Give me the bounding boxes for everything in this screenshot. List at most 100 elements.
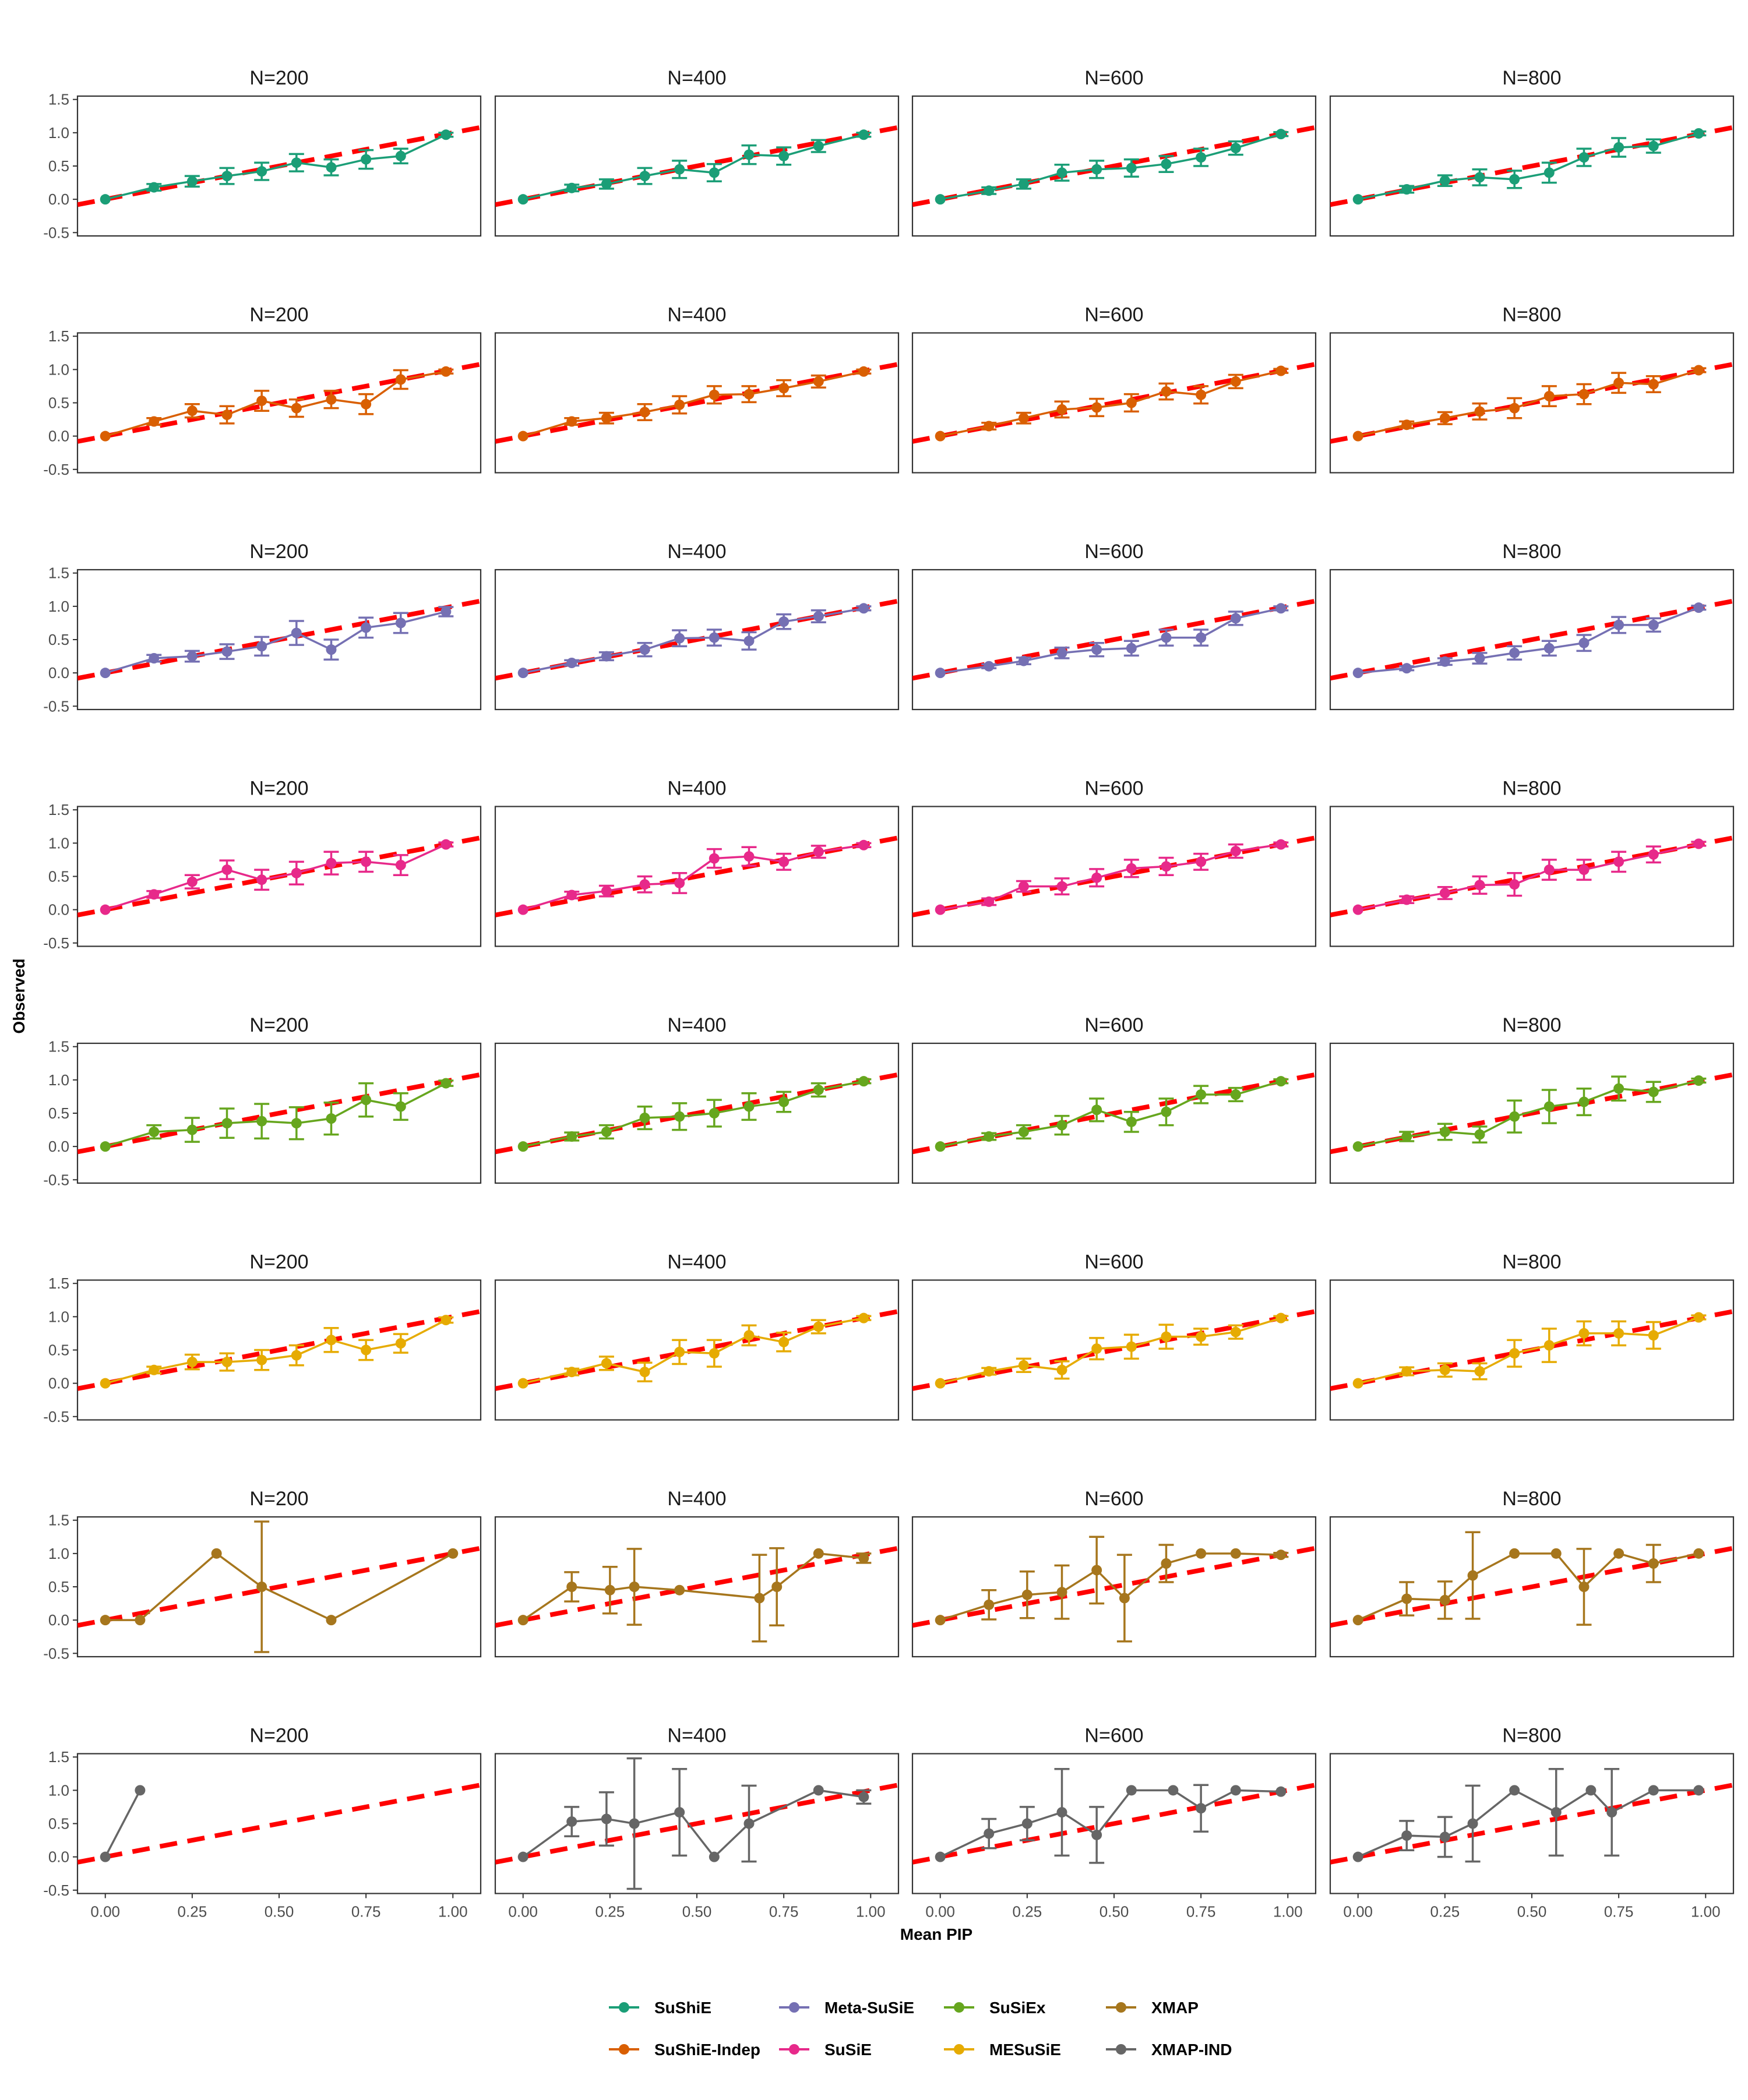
data-point (395, 374, 406, 385)
data-point (1196, 632, 1207, 643)
panel-meta-susie-2: N=600 (911, 541, 1317, 711)
panel-sushie-0: N=200 -0.5 0.0 0.5 1.0 1.5 (43, 67, 482, 241)
panel-title: N=800 (1502, 1014, 1561, 1036)
data-point (984, 661, 995, 672)
data-point (1196, 1089, 1207, 1100)
data-point (1401, 184, 1412, 195)
panel-title: N=200 (249, 1014, 308, 1036)
x-tick-label: 1.00 (1691, 1903, 1721, 1921)
data-point (984, 185, 995, 196)
series-line (940, 133, 1281, 200)
x-tick-label: 0.25 (1013, 1903, 1042, 1921)
data-point (1196, 1548, 1207, 1559)
legend-key-point (1116, 2044, 1126, 2055)
data-point (361, 1344, 372, 1356)
legend-key-point (1116, 2002, 1126, 2013)
data-point (1126, 1341, 1137, 1352)
legend-label: SuShiE (654, 1999, 711, 2017)
legend-key-point (954, 2002, 964, 2013)
panel-plot-area (1330, 1768, 1733, 1865)
data-point (778, 1096, 790, 1107)
panel-plot-area (1330, 1531, 1733, 1628)
panel-plot-area (495, 1072, 898, 1155)
y-tick-label: -0.5 (43, 1882, 69, 1899)
panel-title: N=400 (667, 1014, 726, 1036)
data-point (1578, 152, 1590, 163)
series-line (104, 1790, 141, 1858)
data-point (639, 171, 650, 182)
data-point (1161, 386, 1172, 397)
data-point (1161, 158, 1172, 170)
data-point (1018, 1127, 1029, 1137)
data-point (1474, 1366, 1485, 1377)
data-point (256, 1582, 267, 1592)
data-point (256, 1354, 267, 1365)
data-point (1091, 1343, 1102, 1354)
panel-plot-area (495, 362, 898, 444)
data-point (858, 1791, 869, 1802)
panel-title: N=600 (1084, 778, 1143, 800)
panel-plot-area (1330, 362, 1733, 444)
data-point (629, 1582, 640, 1592)
y-tick-label: 0.5 (48, 1578, 69, 1596)
data-point (1230, 613, 1241, 624)
data-point (1230, 376, 1241, 387)
data-point (100, 194, 111, 205)
data-point (221, 646, 232, 657)
data-point (1509, 879, 1520, 890)
panel-plot-area (912, 598, 1316, 681)
data-point (935, 668, 946, 679)
y-tick-label: 0.5 (48, 394, 69, 412)
data-point (1509, 403, 1520, 414)
data-point (1230, 846, 1241, 857)
data-point (813, 611, 824, 622)
y-tick-label: -0.5 (43, 224, 69, 241)
panel-xmap-ind-1: N=400 0.00 0.25 0.50 0.75 1.00 (494, 1725, 900, 1921)
y-tick-label: 0.5 (48, 1815, 69, 1833)
panel-plot-area (1330, 1309, 1733, 1391)
data-point (361, 1095, 372, 1106)
data-point (813, 846, 824, 857)
data-point (984, 421, 995, 432)
data-point (149, 182, 160, 193)
data-point (1439, 412, 1450, 423)
data-point (566, 1131, 577, 1142)
data-point (709, 1851, 720, 1862)
data-point (1352, 1615, 1363, 1626)
data-point (1161, 1106, 1172, 1117)
data-point (1126, 643, 1137, 654)
data-point (1352, 430, 1363, 442)
data-point (440, 839, 452, 850)
data-point (813, 1548, 824, 1559)
reference-line (77, 1072, 481, 1155)
panel-susie-1: N=400 (494, 778, 900, 947)
panel-plot-area (77, 835, 481, 917)
data-point (186, 1124, 198, 1135)
data-point (674, 1111, 685, 1122)
series-line (1358, 606, 1699, 674)
legend-item: SuShiE-Indep (609, 2041, 760, 2059)
data-point (984, 1131, 995, 1142)
series-line (523, 844, 864, 911)
data-point (858, 1312, 869, 1323)
panel-title: N=800 (1502, 1488, 1561, 1510)
y-tick-label: 0.5 (48, 1104, 69, 1122)
data-point (1439, 1127, 1450, 1137)
data-point (326, 857, 337, 869)
data-point (1509, 1785, 1520, 1796)
panel-xmap-3: N=800 (1329, 1488, 1735, 1658)
data-point (100, 1615, 111, 1626)
data-point (709, 853, 720, 864)
data-point (1018, 655, 1029, 666)
panel-plot-area (1330, 1072, 1733, 1155)
data-point (186, 405, 198, 417)
y-tick-label: -0.5 (43, 1644, 69, 1662)
panel-mesusie-2: N=600 (911, 1251, 1317, 1421)
data-point (440, 606, 452, 617)
data-point (604, 1584, 615, 1596)
data-point (601, 1813, 612, 1824)
data-point (1467, 1570, 1478, 1581)
data-point (709, 167, 720, 178)
panel-title: N=400 (667, 304, 726, 326)
legend-item: XMAP-IND (1106, 2041, 1232, 2059)
